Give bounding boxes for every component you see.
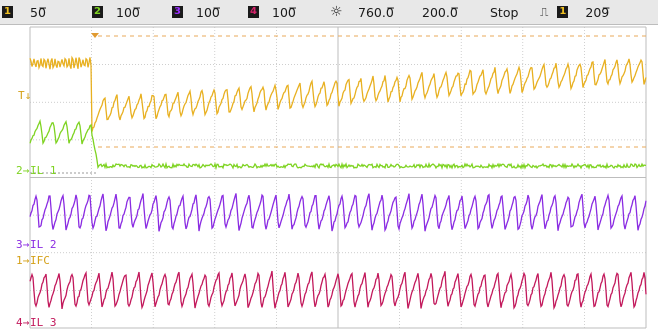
sample-rate-value: 200.0̅̅ bbox=[422, 4, 458, 20]
ch1-scale[interactable]: 1 50̅̅ bbox=[2, 0, 46, 24]
reference-lines bbox=[30, 35, 646, 174]
ch1-ref-marker: 1→ bbox=[16, 254, 30, 267]
waveform-display[interactable]: T↓ 2→ IL 1 3→ IL 2 1→ IFC 4→ IL 3 bbox=[0, 25, 658, 331]
ch3-scale[interactable]: 3 100̅̅ bbox=[172, 0, 220, 24]
ch1-badge: 1 bbox=[2, 6, 13, 18]
ch2-badge: 2 bbox=[92, 6, 103, 18]
ch4-badge: 4 bbox=[248, 6, 259, 18]
trigger-position-marker bbox=[91, 33, 99, 38]
traces bbox=[29, 55, 647, 311]
trigger-settings[interactable]: ⎍ 1 209̅̅ bbox=[540, 0, 609, 24]
run-state-label: Stop bbox=[490, 4, 519, 20]
ch1-label: IFC bbox=[30, 254, 50, 267]
ch2-scale-value: 100̅̅ bbox=[116, 4, 140, 20]
run-stop-button[interactable]: Stop bbox=[490, 0, 518, 24]
ch2-marker: 2→ bbox=[16, 164, 30, 177]
ch4-label: IL 3 bbox=[30, 316, 57, 329]
pulse-edge-icon: ⎍ bbox=[540, 4, 548, 19]
ch3-badge: 3 bbox=[172, 6, 183, 18]
timebase-value: 760.0̅̅ bbox=[358, 4, 394, 20]
ch2-trace bbox=[29, 118, 647, 171]
trigger-source-badge: 1 bbox=[557, 6, 569, 18]
trigger-level-control[interactable]: ☼ bbox=[330, 0, 343, 24]
ch3-marker: 3→ bbox=[16, 238, 30, 251]
sun-icon: ☼ bbox=[330, 4, 343, 20]
ch2-label: IL 1 bbox=[30, 164, 57, 177]
ch4-marker: 4→ bbox=[16, 316, 30, 329]
ch3-scale-value: 100̅̅ bbox=[196, 4, 220, 20]
ch3-label: IL 2 bbox=[30, 238, 57, 251]
ch1-marker: T↓ bbox=[18, 89, 31, 102]
ch4-scale-value: 100̅̅ bbox=[272, 4, 296, 20]
ch4-scale[interactable]: 4 100̅̅ bbox=[248, 0, 296, 24]
scope-toolbar: 1 50̅̅ 2 100̅̅ 3 100̅̅ 4 100̅̅ ☼ 760.0̅̅… bbox=[0, 0, 658, 25]
ch2-scale[interactable]: 2 100̅̅ bbox=[92, 0, 140, 24]
ch3-trace bbox=[29, 192, 647, 233]
sample-rate[interactable]: 200.0̅̅ bbox=[422, 0, 458, 24]
ch1-scale-value: 50̅̅ bbox=[30, 4, 46, 20]
ch4-trace bbox=[29, 270, 647, 311]
ch1-trace bbox=[29, 55, 647, 132]
timebase[interactable]: 760.0̅̅ bbox=[358, 0, 394, 24]
trigger-value: 209̅̅ bbox=[585, 4, 610, 20]
